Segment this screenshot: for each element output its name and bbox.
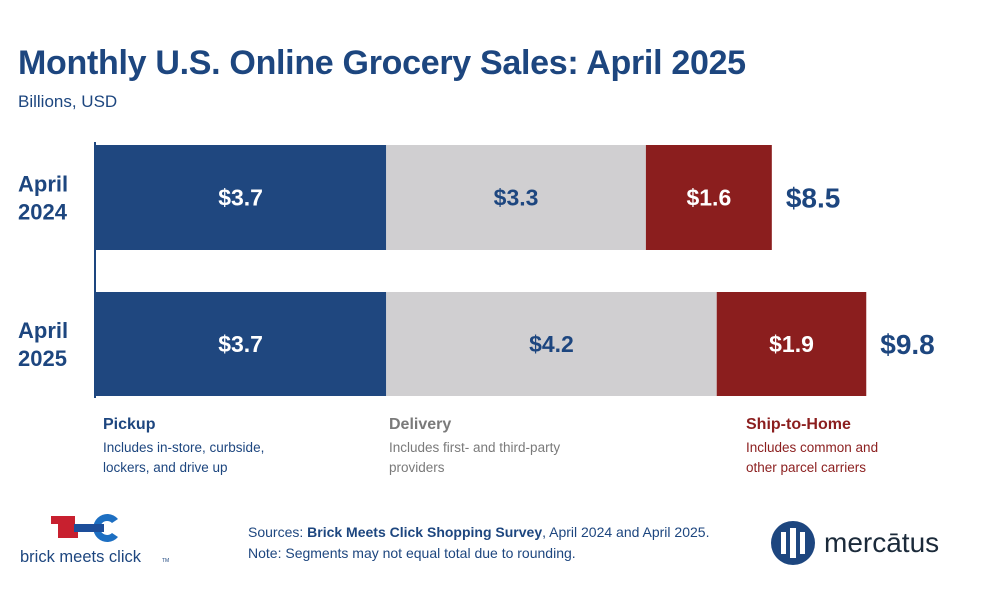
legend-ship-name: Ship-to-Home <box>746 416 851 433</box>
sources-survey: Brick Meets Click Shopping Survey <box>307 524 543 540</box>
bar-segment-pickup-2 <box>95 292 387 396</box>
chart-subtitle: Billions, USD <box>18 92 118 111</box>
legend-delivery-name: Delivery <box>389 416 452 433</box>
sources-prefix: Sources: <box>248 524 308 540</box>
chart-title: Monthly U.S. Online Grocery Sales: April… <box>18 44 746 82</box>
legend-ship-to-home: Ship-to-Home Includes common and other p… <box>746 416 911 478</box>
bmc-logo-bar-blue <box>74 524 104 532</box>
bar-value-label: $3.3 <box>494 185 539 211</box>
mercatus-logo: mercātus <box>771 521 939 565</box>
bar-value-label: $4.2 <box>529 331 574 357</box>
bar-segment-ship-to-home-1 <box>645 145 772 250</box>
legend-ship-desc: Includes common and other parcel carrier… <box>746 440 879 475</box>
bar-value-label: $3.7 <box>218 331 263 357</box>
bar-total-label: $8.5 <box>786 183 841 214</box>
bar-value-label: $1.9 <box>769 331 814 357</box>
bar-segment-delivery-2 <box>386 292 717 396</box>
legend-pickup: Pickup Includes in-store, curbside, lock… <box>103 416 303 478</box>
mercatus-logo-text: mercātus <box>824 527 939 558</box>
bar-segment-ship-to-home-2 <box>716 292 867 396</box>
bar-total-label: $9.8 <box>880 329 935 360</box>
rounding-note: Note: Segments may not equal total due t… <box>248 545 576 561</box>
sources-line: Sources: Brick Meets Click Shopping Surv… <box>248 522 709 543</box>
bmc-logo-text: brick meets click <box>20 548 142 566</box>
bar-segment-pickup-1 <box>95 145 387 250</box>
brick-meets-click-logo: brick meets click TM <box>20 514 169 566</box>
sources-suffix: , April 2024 and April 2025. <box>542 524 710 540</box>
bmc-logo-bar-mid <box>58 524 78 538</box>
bmc-logo-c-shape <box>93 514 118 542</box>
legend-delivery: Delivery Includes first- and third-party… <box>389 416 564 478</box>
stacked-bar-chart: $3.7 $3.3 $1.6 $8.5 April 2024 $3.7 $4.2 $1.9 $9.… <box>18 142 935 398</box>
legend-pickup-desc: Includes in-store, curbside, lockers, an… <box>103 440 265 475</box>
legend-delivery-desc: Includes first- and third-party provider… <box>389 440 561 475</box>
bmc-logo-bar-top <box>51 516 75 524</box>
bar-value-label: $3.7 <box>218 185 263 211</box>
bmc-logo-tm: TM <box>162 558 169 564</box>
sources-note: Sources: Brick Meets Click Shopping Surv… <box>248 522 709 564</box>
legend-pickup-name: Pickup <box>103 416 156 433</box>
bar-segment-delivery-1 <box>386 145 646 250</box>
bar-value-label: $1.6 <box>686 185 731 211</box>
category-label: April 2025 <box>18 318 68 371</box>
category-label: April 2024 <box>18 172 68 225</box>
